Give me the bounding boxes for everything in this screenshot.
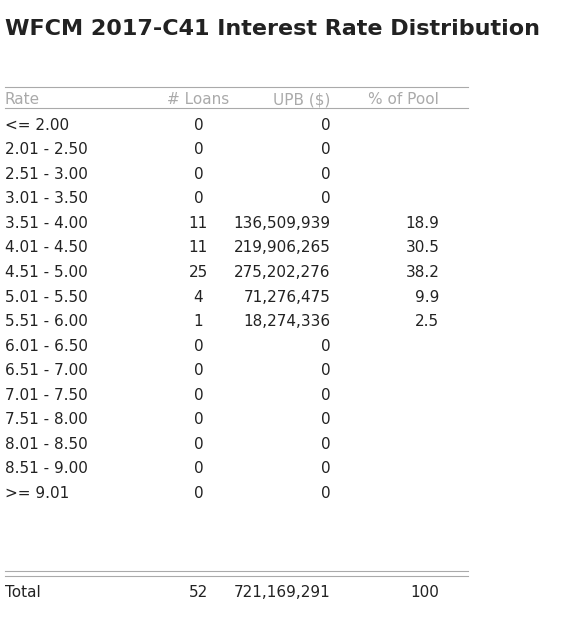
Text: 0: 0: [194, 387, 203, 403]
Text: 100: 100: [410, 585, 439, 600]
Text: >= 9.01: >= 9.01: [5, 486, 69, 501]
Text: 0: 0: [321, 486, 331, 501]
Text: 0: 0: [321, 167, 331, 182]
Text: Total: Total: [5, 585, 40, 600]
Text: 275,202,276: 275,202,276: [234, 265, 331, 280]
Text: Rate: Rate: [5, 92, 40, 108]
Text: 0: 0: [194, 118, 203, 133]
Text: 1: 1: [194, 314, 203, 329]
Text: 0: 0: [194, 339, 203, 354]
Text: 0: 0: [194, 437, 203, 452]
Text: 71,276,475: 71,276,475: [244, 290, 331, 304]
Text: 0: 0: [321, 339, 331, 354]
Text: 38.2: 38.2: [405, 265, 439, 280]
Text: 7.51 - 8.00: 7.51 - 8.00: [5, 412, 87, 427]
Text: 0: 0: [194, 363, 203, 378]
Text: 0: 0: [321, 118, 331, 133]
Text: 4.51 - 5.00: 4.51 - 5.00: [5, 265, 87, 280]
Text: 0: 0: [194, 191, 203, 206]
Text: 721,169,291: 721,169,291: [234, 585, 331, 600]
Text: 5.51 - 6.00: 5.51 - 6.00: [5, 314, 88, 329]
Text: 0: 0: [194, 143, 203, 157]
Text: 0: 0: [321, 387, 331, 403]
Text: 8.51 - 9.00: 8.51 - 9.00: [5, 461, 88, 476]
Text: 219,906,265: 219,906,265: [234, 241, 331, 255]
Text: 18,274,336: 18,274,336: [243, 314, 331, 329]
Text: 4: 4: [194, 290, 203, 304]
Text: 0: 0: [321, 191, 331, 206]
Text: 0: 0: [321, 461, 331, 476]
Text: 4.01 - 4.50: 4.01 - 4.50: [5, 241, 87, 255]
Text: 2.5: 2.5: [415, 314, 439, 329]
Text: 3.01 - 3.50: 3.01 - 3.50: [5, 191, 88, 206]
Text: 2.51 - 3.00: 2.51 - 3.00: [5, 167, 88, 182]
Text: 52: 52: [189, 585, 208, 600]
Text: 2.01 - 2.50: 2.01 - 2.50: [5, 143, 87, 157]
Text: 3.51 - 4.00: 3.51 - 4.00: [5, 216, 88, 231]
Text: # Loans: # Loans: [167, 92, 230, 108]
Text: % of Pool: % of Pool: [368, 92, 439, 108]
Text: 6.51 - 7.00: 6.51 - 7.00: [5, 363, 88, 378]
Text: 0: 0: [321, 437, 331, 452]
Text: 9.9: 9.9: [415, 290, 439, 304]
Text: 136,509,939: 136,509,939: [234, 216, 331, 231]
Text: 7.01 - 7.50: 7.01 - 7.50: [5, 387, 87, 403]
Text: 0: 0: [321, 143, 331, 157]
Text: 11: 11: [189, 241, 208, 255]
Text: 30.5: 30.5: [405, 241, 439, 255]
Text: WFCM 2017-C41 Interest Rate Distribution: WFCM 2017-C41 Interest Rate Distribution: [5, 19, 540, 39]
Text: 5.01 - 5.50: 5.01 - 5.50: [5, 290, 87, 304]
Text: 0: 0: [194, 412, 203, 427]
Text: <= 2.00: <= 2.00: [5, 118, 69, 133]
Text: 0: 0: [321, 363, 331, 378]
Text: 11: 11: [189, 216, 208, 231]
Text: 0: 0: [194, 461, 203, 476]
Text: 0: 0: [194, 167, 203, 182]
Text: 18.9: 18.9: [405, 216, 439, 231]
Text: 6.01 - 6.50: 6.01 - 6.50: [5, 339, 88, 354]
Text: 0: 0: [194, 486, 203, 501]
Text: 25: 25: [189, 265, 208, 280]
Text: 0: 0: [321, 412, 331, 427]
Text: UPB ($): UPB ($): [273, 92, 331, 108]
Text: 8.01 - 8.50: 8.01 - 8.50: [5, 437, 87, 452]
